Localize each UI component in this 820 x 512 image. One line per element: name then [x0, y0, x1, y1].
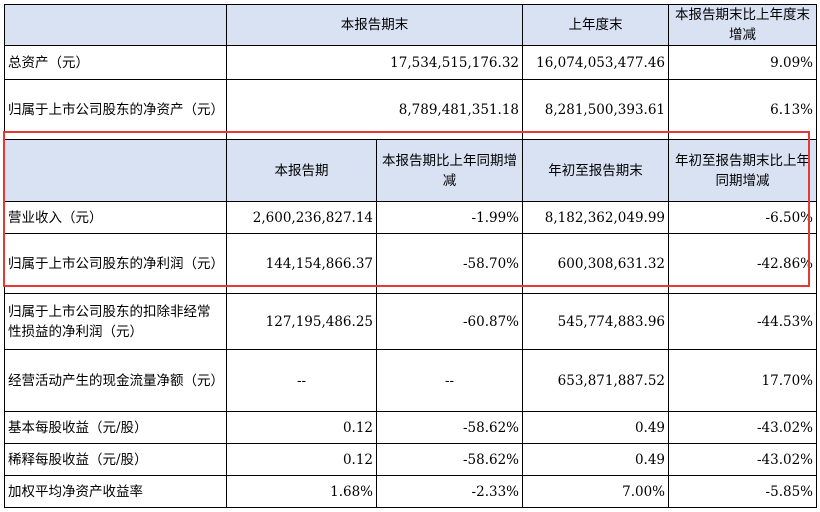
header-cell	[4, 139, 227, 202]
header-cell: 本报告期末比上年度末增减	[668, 4, 817, 46]
value-cell: 8,281,500,393.61	[522, 79, 669, 140]
header-cell: 年初至报告期末比上年同期增减	[668, 139, 817, 202]
row-label: 归属于上市公司股东的净利润（元）	[4, 233, 227, 294]
value-cell: 1.68%	[226, 475, 377, 508]
value-cell: -58.62%	[376, 411, 523, 444]
value-cell: -58.70%	[376, 233, 523, 294]
value-cell: 144,154,866.37	[226, 233, 377, 294]
value-cell: --	[226, 349, 377, 412]
value-cell: 545,774,883.96	[522, 293, 669, 350]
table-row: 本报告期 本报告期比上年同期增减 年初至报告期末 年初至报告期末比上年同期增减	[4, 139, 817, 202]
value-cell: -42.86%	[668, 233, 817, 294]
value-cell: -60.87%	[376, 293, 523, 350]
table-row: 加权平均净资产收益率 1.68% -2.33% 7.00% -5.85%	[4, 475, 817, 508]
value-cell: -1.99%	[376, 201, 523, 234]
value-cell: 8,182,362,049.99	[522, 201, 669, 234]
table-row: 归属于上市公司股东的净利润（元） 144,154,866.37 -58.70% …	[4, 233, 817, 294]
header-cell: 本报告期比上年同期增减	[376, 139, 523, 202]
row-label: 基本每股收益（元/股）	[4, 411, 227, 444]
table-row: 稀释每股收益（元/股） 0.12 -58.62% 0.49 -43.02%	[4, 443, 817, 476]
row-label: 稀释每股收益（元/股）	[4, 443, 227, 476]
row-label: 归属于上市公司股东的净资产（元）	[4, 79, 227, 140]
value-cell: --	[376, 349, 523, 412]
value-cell: 0.12	[226, 411, 377, 444]
value-cell: 0.49	[522, 411, 669, 444]
table-row: 总资产（元） 17,534,515,176.32 16,074,053,477.…	[4, 45, 817, 80]
value-cell: -43.02%	[668, 443, 817, 476]
value-cell: -2.33%	[376, 475, 523, 508]
row-label: 营业收入（元）	[4, 201, 227, 234]
table-row: 归属于上市公司股东的扣除非经常性损益的净利润（元） 127,195,486.25…	[4, 293, 817, 350]
header-cell: 本报告期	[226, 139, 377, 202]
table-row: 营业收入（元） 2,600,236,827.14 -1.99% 8,182,36…	[4, 201, 817, 234]
value-cell: -58.62%	[376, 443, 523, 476]
table-row: 基本每股收益（元/股） 0.12 -58.62% 0.49 -43.02%	[4, 411, 817, 444]
row-label: 经营活动产生的现金流量净额（元）	[4, 349, 227, 412]
value-cell: 127,195,486.25	[226, 293, 377, 350]
value-cell: 2,600,236,827.14	[226, 201, 377, 234]
value-cell: 8,789,481,351.18	[226, 79, 523, 140]
table-row: 本报告期末 上年度末 本报告期末比上年度末增减	[4, 4, 817, 46]
value-cell: 0.12	[226, 443, 377, 476]
value-cell: 6.13%	[668, 79, 817, 140]
value-cell: 653,871,887.52	[522, 349, 669, 412]
row-label: 归属于上市公司股东的扣除非经常性损益的净利润（元）	[4, 293, 227, 350]
table-row: 经营活动产生的现金流量净额（元） -- -- 653,871,887.52 17…	[4, 349, 817, 412]
value-cell: -6.50%	[668, 201, 817, 234]
header-cell: 上年度末	[522, 4, 669, 46]
value-cell: -44.53%	[668, 293, 817, 350]
value-cell: 600,308,631.32	[522, 233, 669, 294]
value-cell: -5.85%	[668, 475, 817, 508]
header-cell	[4, 4, 227, 46]
header-cell: 本报告期末	[226, 4, 523, 46]
value-cell: 16,074,053,477.46	[522, 45, 669, 80]
row-label: 加权平均净资产收益率	[4, 475, 227, 508]
value-cell: 17.70%	[668, 349, 817, 412]
value-cell: 9.09%	[668, 45, 817, 80]
value-cell: 0.49	[522, 443, 669, 476]
value-cell: -43.02%	[668, 411, 817, 444]
value-cell: 7.00%	[522, 475, 669, 508]
value-cell: 17,534,515,176.32	[226, 45, 523, 80]
financial-table: 本报告期末 上年度末 本报告期末比上年度末增减 总资产（元） 17,534,51…	[4, 4, 817, 508]
table-row: 归属于上市公司股东的净资产（元） 8,789,481,351.18 8,281,…	[4, 79, 817, 140]
row-label: 总资产（元）	[4, 45, 227, 80]
header-cell: 年初至报告期末	[522, 139, 669, 202]
